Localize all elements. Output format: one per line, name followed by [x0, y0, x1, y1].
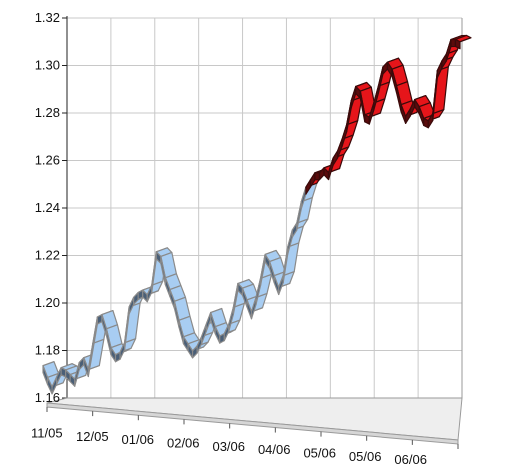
- series-0-side-12: [96, 314, 103, 325]
- x-axis-ticks: 11/05 12/05 01/06 02/06 03/06 04/06 05/06 05/06…: [31, 426, 427, 468]
- series-1-side-2: [314, 172, 321, 181]
- y-tick-label-5: 1.26: [35, 153, 60, 168]
- series-1-side-32: [450, 38, 457, 48]
- series-layer: [42, 34, 472, 395]
- y-tick-label-4: 1.24: [35, 200, 60, 215]
- series-1: [305, 34, 472, 195]
- x-tick-label-7: 05/06: [349, 449, 382, 464]
- series-1-side-26: [423, 117, 429, 129]
- series-0-side-21: [137, 289, 144, 301]
- x-tick-label-2: 01/06: [122, 432, 155, 447]
- y-tick-label-2: 1.20: [35, 295, 60, 310]
- series-0: [42, 182, 318, 395]
- y-tick-label-0: 1.16: [35, 390, 60, 405]
- floor: [46, 18, 463, 449]
- x-tick-label-5: 04/06: [258, 442, 291, 457]
- y-tick-label-3: 1.22: [35, 248, 60, 263]
- x-tick-label-1: 12/05: [76, 429, 109, 444]
- series-0-side-39: [219, 333, 225, 344]
- y-tick-label-6: 1.28: [35, 105, 60, 120]
- y-tick-label-1: 1.18: [35, 343, 60, 358]
- series-1-side-13: [364, 114, 370, 125]
- x-tick-label-8: 06/06: [394, 452, 427, 467]
- x-tick-label-3: 02/06: [167, 436, 200, 451]
- y-tick-label-8: 1.32: [35, 10, 60, 25]
- floor-plane: [46, 397, 463, 441]
- series-0-side-4: [60, 367, 67, 378]
- y-axis-ticks: 1.16 1.18 1.20 1.22 1.24 1.26 1.28 1.30 1.32: [35, 10, 60, 405]
- x-tick-label-4: 03/06: [212, 439, 245, 454]
- y-tick-label-7: 1.30: [35, 58, 60, 73]
- series-1-side-33: [454, 38, 461, 50]
- series-0-side-16: [114, 351, 121, 363]
- x-tick-label-0: 11/05: [31, 426, 63, 441]
- x-tick-label-6: 05/06: [303, 446, 336, 461]
